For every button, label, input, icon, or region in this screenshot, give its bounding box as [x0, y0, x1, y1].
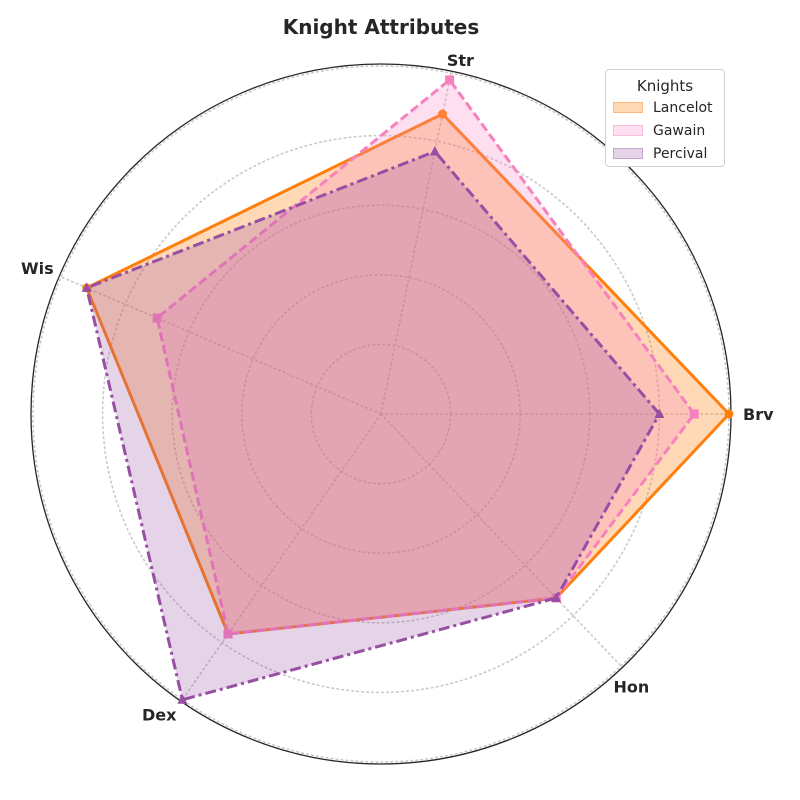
legend-title: Knights — [636, 77, 694, 95]
axis-label-brv: Brv — [743, 405, 774, 424]
legend-entry-gawain: Gawain — [606, 119, 724, 142]
radar-series — [81, 75, 734, 704]
axis-label-wis: Wis — [21, 259, 54, 278]
legend-label-lancelot: Lancelot — [653, 99, 713, 116]
legend-swatch-gawain — [613, 125, 643, 136]
marker-percival-str — [429, 146, 440, 156]
series-line-gawain — [155, 78, 696, 636]
axis-labels: Brv Str Wis Dex Hon — [21, 51, 774, 724]
marker-percival-dex — [177, 694, 188, 704]
axis-label-str: Str — [447, 51, 474, 70]
series-fill-gawain — [157, 79, 695, 634]
legend-entry-lancelot: Lancelot — [606, 96, 724, 119]
marker-lancelot-brv — [724, 409, 734, 419]
legend-label-gawain: Gawain — [653, 122, 706, 139]
grid-circle-6 — [171, 204, 591, 624]
marker-gawain-str — [445, 75, 455, 85]
series-fill-lancelot — [86, 114, 729, 634]
series-fill-percival — [86, 151, 660, 700]
legend-swatch-lancelot — [613, 102, 643, 113]
chart-legend: Knights Lancelot Gawain Percival — [605, 69, 725, 167]
series-line-percival — [85, 150, 661, 702]
spoke-wis — [58, 275, 382, 415]
marker-lancelot-str — [438, 109, 448, 119]
marker-gawain-wis — [152, 313, 162, 323]
marker-gawain-dex — [223, 629, 233, 639]
axis-label-dex: Dex — [142, 705, 177, 724]
chart-title: Knight Attributes — [283, 15, 480, 39]
legend-swatch-percival — [613, 148, 643, 159]
series-line-lancelot — [85, 112, 731, 636]
legend-entry-percival: Percival — [606, 142, 724, 165]
marker-percival-wis — [81, 282, 92, 292]
spoke-dex — [180, 413, 382, 703]
marker-percival-brv — [654, 408, 665, 418]
spoke-str — [380, 70, 453, 415]
axis-label-hon: Hon — [613, 677, 649, 696]
legend-label-percival: Percival — [653, 145, 708, 162]
marker-percival-hon — [551, 592, 562, 602]
marker-gawain-brv — [689, 409, 699, 419]
spoke-hon — [380, 413, 624, 669]
